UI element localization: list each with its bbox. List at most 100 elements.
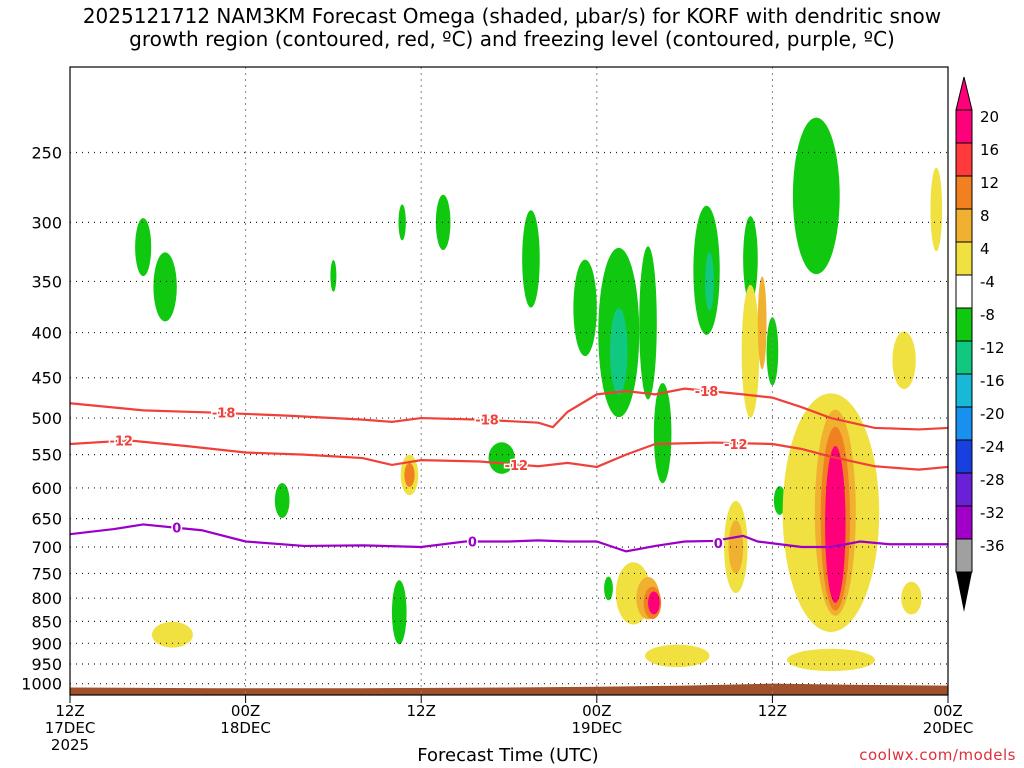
omega-shade-region — [792, 117, 840, 275]
omega-shade-region — [398, 204, 406, 241]
colorbar-label: -4 — [980, 273, 995, 291]
colorbar-segment — [955, 208, 973, 243]
x-tick-label: 00Z 18DEC — [220, 702, 271, 737]
y-tick-label: 650 — [31, 510, 62, 529]
colorbar-label: -28 — [980, 471, 1005, 489]
colorbar-segment — [955, 538, 973, 573]
omega-shade-region — [645, 644, 710, 668]
omega-shade-region — [653, 382, 672, 484]
omega-shade-region — [604, 576, 613, 601]
colorbar-segment — [955, 472, 973, 507]
colorbar-segment — [955, 142, 973, 177]
omega-shade-region — [766, 317, 779, 386]
y-tick-label: 250 — [31, 143, 62, 162]
omega-shade-region — [435, 194, 451, 250]
colorbar-top-arrow — [955, 76, 973, 111]
omega-shade-region — [743, 216, 758, 302]
x-tick-label: 12Z — [757, 702, 788, 720]
contour-line — [69, 387, 949, 431]
x-tick-label: 00Z 20DEC — [922, 702, 974, 737]
colorbar-segment — [955, 340, 973, 375]
colorbar-label: -36 — [980, 537, 1005, 555]
y-tick-label: 300 — [31, 213, 62, 232]
colorbar-segment — [955, 505, 973, 540]
omega-shade-region — [404, 463, 415, 487]
y-tick-label: 1000 — [21, 675, 62, 694]
chart-title-line-1: 2025121712 NAM3KM Forecast Omega (shaded… — [82, 4, 942, 28]
y-tick-label: 800 — [31, 589, 62, 608]
colorbar-segment — [955, 175, 973, 210]
contour-label: 0 — [468, 535, 477, 550]
colorbar-segment — [955, 241, 973, 276]
omega-shade-region — [391, 580, 407, 645]
omega-shade-region — [609, 308, 628, 395]
omega-shade-region — [330, 260, 337, 292]
omega-shade-region — [705, 252, 714, 311]
contour-label: 0 — [714, 537, 723, 552]
omega-shade-region — [892, 331, 916, 390]
omega-shade-region — [522, 210, 540, 308]
contour-label: -12 — [109, 434, 133, 449]
y-tick-label: 500 — [31, 409, 62, 428]
colorbar-label: -16 — [980, 372, 1005, 390]
omega-shade-region — [488, 442, 515, 474]
contour-label: 0 — [172, 521, 181, 536]
colorbar-bottom-arrow — [956, 572, 972, 612]
contour-line — [69, 523, 948, 553]
colorbar-segment — [955, 274, 973, 309]
omega-shade-region — [741, 284, 760, 418]
omega-shade-region — [573, 259, 597, 357]
y-tick-label: 850 — [31, 612, 62, 631]
contour-line — [69, 439, 949, 471]
omega-shade-region — [153, 252, 177, 322]
y-tick-label: 400 — [31, 324, 62, 343]
y-tick-label: 950 — [31, 655, 62, 674]
colorbar-label: 12 — [980, 174, 1000, 192]
omega-shade-region — [639, 246, 657, 400]
omega-shade-region — [930, 167, 943, 252]
chart-title-line-2: growth region (contoured, red, ºC) and f… — [129, 27, 895, 51]
omega-shade-region — [901, 581, 922, 615]
contour-label: -18 — [212, 407, 236, 422]
terrain-fill — [70, 683, 948, 695]
omega-shade-region — [135, 218, 152, 277]
x-tick-label: 12Z 17DEC 2025 — [44, 702, 96, 754]
omega-shade-region — [787, 648, 875, 672]
colorbar-segment — [955, 439, 973, 474]
colorbar-label: 8 — [980, 207, 990, 225]
y-tick-label: 750 — [31, 564, 62, 583]
y-tick-label: 350 — [31, 272, 62, 291]
credit-link[interactable]: coolwx.com/models — [859, 746, 1016, 764]
x-tick-label: 12Z — [406, 702, 436, 720]
colorbar-segment — [955, 307, 973, 342]
y-tick-label: 700 — [31, 538, 62, 557]
colorbar-label: -20 — [980, 405, 1005, 423]
omega-shade-region — [825, 445, 846, 603]
x-tick-label: 00Z 19DEC — [571, 702, 623, 737]
contour-label: -12 — [724, 438, 748, 453]
colorbar-label: -8 — [980, 306, 995, 324]
contour-label: -18 — [695, 385, 719, 400]
colorbar-label: 4 — [980, 240, 990, 258]
colorbar-segment — [955, 373, 973, 408]
contour-label: -18 — [475, 414, 499, 429]
colorbar-label: -32 — [980, 504, 1005, 522]
y-tick-label: 450 — [31, 369, 62, 388]
y-tick-label: 600 — [31, 479, 62, 498]
colorbar-label: -12 — [980, 339, 1005, 357]
colorbar-segment — [955, 406, 973, 441]
colorbar-segment — [955, 109, 973, 144]
x-axis-title: Forecast Time (UTC) — [417, 745, 599, 766]
omega-shade-region — [151, 621, 193, 648]
y-tick-label: 900 — [31, 634, 62, 653]
omega-shade-region — [274, 483, 290, 518]
colorbar-label: 16 — [980, 141, 1000, 159]
colorbar-label: -24 — [980, 438, 1005, 456]
omega-shade-region — [773, 486, 786, 515]
colorbar-label: 20 — [980, 108, 1000, 126]
y-tick-label: 550 — [31, 446, 62, 465]
omega-shade-region — [728, 520, 744, 574]
omega-shade-region — [648, 591, 660, 615]
omega-shade-region — [757, 276, 767, 370]
